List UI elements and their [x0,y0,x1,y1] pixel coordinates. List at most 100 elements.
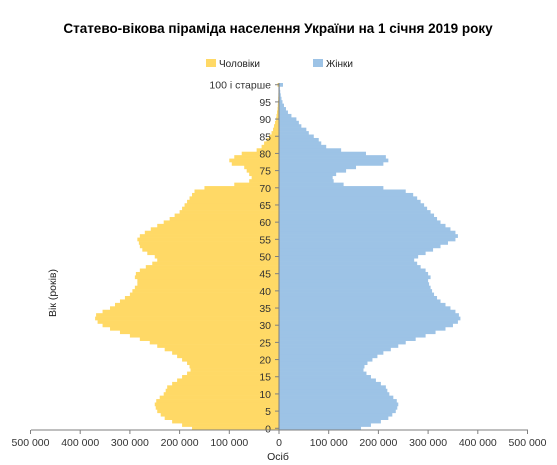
bar-women-age-86 [279,131,309,135]
bar-men-age-48 [152,261,279,266]
bar-men-age-92 [277,110,279,115]
x-axis-label: Осіб [267,451,289,463]
y-tick-label: 65 [259,200,271,212]
bar-men-age-30 [102,323,279,328]
bar-women-age-70 [279,186,384,190]
bar-women-age-36 [279,302,446,307]
bar-women-age-84 [279,137,319,142]
chart-title: Статево-вікова піраміда населення Україн… [63,21,493,36]
bar-women-age-41 [279,285,431,290]
y-tick-label: 45 [259,269,271,281]
bar-men-age-38 [124,296,280,300]
bar-women-age-47 [279,265,421,269]
bars-women [279,83,461,431]
bar-women-age-42 [279,282,430,287]
bar-men-age-72 [249,179,279,183]
bar-women-age-49 [279,258,415,262]
bar-women-age-22 [279,350,384,355]
x-axis: 500 000 400 000 300 000 200 000 100 000 0 100 … [12,429,547,449]
bar-men-age-1 [182,423,279,427]
bar-men-age-33 [96,313,279,317]
bar-men-age-4 [160,412,279,417]
bar-women-age-19 [279,361,368,366]
bar-men-age-39 [129,292,279,297]
bar-men-age-24 [157,344,280,348]
bar-men-age-69 [194,189,279,194]
bar-women-age-98 [279,89,281,94]
bar-men-age-81 [256,148,279,153]
bar-men-age-94 [277,103,279,108]
bar-women-age-79 [279,155,386,159]
bar-men-age-70 [204,186,279,190]
bar-men-age-64 [182,206,279,211]
bar-women-age-44 [279,275,431,280]
bar-women-age-93 [279,107,286,111]
y-tick-label: 15 [259,372,271,384]
bar-women-age-60 [279,220,441,225]
bar-men-age-0 [192,426,279,431]
bar-women-age-77 [279,162,384,166]
bar-men-age-16 [187,371,279,376]
legend-swatch-women [313,59,323,67]
bar-men-age-41 [134,285,279,290]
bar-women-age-34 [279,309,456,314]
bar-women-age-17 [279,368,364,372]
bar-men-age-19 [187,361,279,366]
bar-women-age-71 [279,182,344,187]
bar-men-age-68 [192,192,279,197]
y-tick-label: 100 і старше [209,80,271,92]
bar-women-age-15 [279,375,371,379]
bar-women-age-39 [279,292,435,297]
bar-women-age-18 [279,364,365,369]
bar-women-age-20 [279,357,373,362]
bar-women-age-73 [279,175,333,180]
bar-men-age-87 [273,127,279,132]
bar-women-age-81 [279,148,342,153]
bar-men-age-13 [172,381,279,386]
bar-women-age-85 [279,134,314,139]
bar-women-age-97 [279,93,281,98]
bar-men-age-34 [102,309,279,314]
bar-women-age-87 [279,127,307,132]
bar-women-age-28 [279,330,436,335]
bar-men-age-93 [277,107,279,111]
y-tick-label: 90 [259,114,271,126]
bar-men-age-6 [155,405,279,410]
bar-women-age-1 [279,423,371,427]
bar-women-age-91 [279,113,292,118]
bar-men-age-84 [266,137,279,142]
bar-women-age-35 [279,306,451,311]
bar-men-age-79 [234,155,279,159]
bar-women-age-51 [279,251,426,256]
bar-men-age-75 [246,168,279,173]
bar-women-age-14 [279,378,376,383]
legend-label-men: Чоловіки [219,59,260,70]
bar-women-age-46 [279,268,426,273]
bar-men-age-25 [149,340,279,345]
y-tick-label: 70 [259,183,271,195]
bar-women-age-27 [279,333,426,338]
bar-men-age-23 [164,347,279,352]
bar-women-age-92 [279,110,288,115]
bar-men-age-76 [244,165,279,170]
bar-women-age-56 [279,234,458,238]
y-tick-label: 40 [259,286,271,298]
bar-women-age-8 [279,399,397,403]
bar-men-age-31 [97,320,279,324]
bar-women-age-78 [279,158,389,163]
bar-men-age-36 [114,302,280,307]
bar-men-age-44 [134,275,279,280]
bar-men-age-71 [234,182,279,187]
bar-women-age-54 [279,241,448,245]
bar-women-age-89 [279,120,299,125]
bar-men-age-57 [144,230,279,235]
bar-men-age-59 [157,223,280,228]
bar-women-age-43 [279,278,429,283]
y-tick-label: 20 [259,355,271,367]
bar-men-age-85 [269,134,279,139]
bars-men [95,83,280,431]
x-tick-label: 100 000 [310,437,348,449]
bar-women-age-66 [279,199,421,204]
bar-women-age-83 [279,141,322,146]
bar-women-age-72 [279,179,334,183]
